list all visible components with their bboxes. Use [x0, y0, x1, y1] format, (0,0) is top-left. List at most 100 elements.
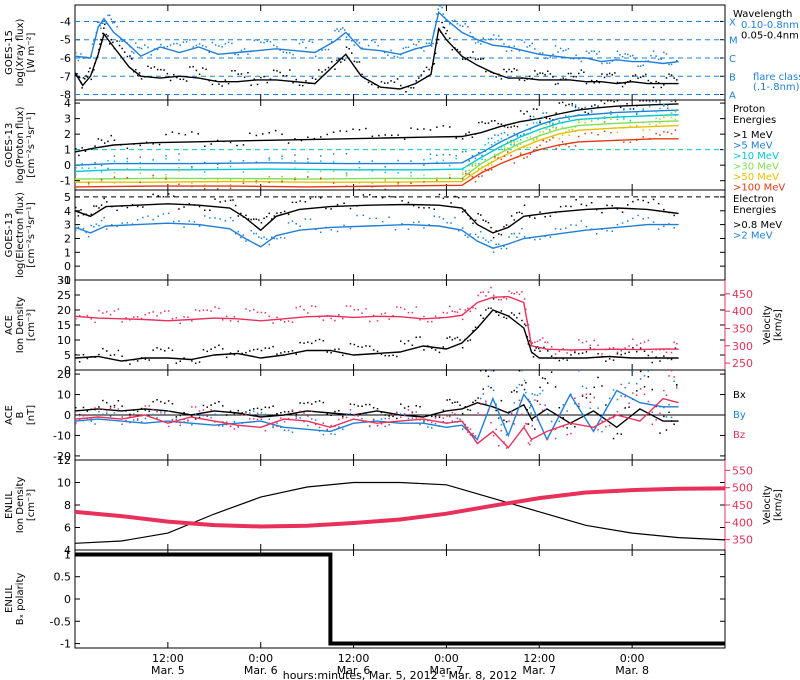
data-point: [369, 217, 371, 220]
data-point: [173, 195, 175, 197]
y-tick-label: -8: [60, 89, 71, 102]
data-point: [90, 78, 92, 81]
data-point: [218, 45, 220, 47]
data-point: [75, 406, 77, 409]
data-point: [589, 401, 592, 403]
data-point: [472, 329, 474, 332]
data-point: [474, 326, 477, 328]
data-point: [539, 121, 541, 124]
data-point: [156, 417, 158, 419]
data-point: [111, 224, 113, 226]
data-point: [663, 51, 665, 54]
x-tick-day: Mar. 6: [337, 664, 371, 677]
data-point: [436, 177, 438, 179]
data-point: [446, 399, 448, 401]
data-point: [467, 408, 469, 411]
data-point: [526, 335, 528, 338]
data-point: [320, 176, 322, 179]
data-point: [352, 128, 354, 130]
data-point: [106, 401, 108, 404]
data-point: [578, 403, 580, 405]
data-point: [384, 166, 386, 168]
data-point: [451, 339, 454, 341]
data-point: [510, 142, 512, 144]
data-point: [438, 415, 441, 418]
y-axis-label: log(Electron flux): [15, 192, 26, 278]
data-point: [516, 413, 518, 415]
data-point: [152, 413, 154, 416]
data-point: [485, 220, 487, 222]
data-point: [562, 77, 564, 79]
data-point: [338, 30, 340, 32]
data-point: [451, 20, 454, 22]
data-point: [639, 342, 642, 345]
data-point: [541, 52, 544, 54]
data-point: [104, 23, 106, 26]
data-point: [494, 120, 496, 122]
data-point: [218, 414, 220, 416]
data-point: [160, 312, 162, 314]
data-point: [659, 349, 661, 351]
data-point: [280, 211, 282, 214]
legend-entry: >10 MeV: [733, 151, 779, 162]
data-point: [526, 110, 528, 113]
data-point: [234, 70, 236, 72]
data-point: [637, 77, 639, 79]
y2-axis-label: Velocity: [762, 485, 773, 524]
data-point: [456, 336, 459, 339]
data-point: [441, 21, 443, 24]
data-point: [580, 203, 583, 206]
data-point: [198, 43, 201, 45]
data-point: [136, 410, 139, 413]
data-point: [480, 403, 482, 405]
data-point: [110, 38, 112, 41]
data-point: [150, 67, 152, 69]
data-point: [570, 432, 572, 435]
data-point: [647, 339, 650, 342]
data-point: [562, 404, 564, 406]
data-point: [211, 83, 214, 86]
data-point: [403, 414, 406, 417]
data-point: [584, 132, 586, 135]
data-point: [603, 60, 606, 62]
data-point: [256, 348, 259, 350]
data-point: [98, 48, 100, 51]
data-point: [603, 102, 606, 105]
data-point: [121, 405, 123, 407]
data-point: [144, 417, 147, 420]
data-point: [121, 205, 123, 207]
data-point: [667, 104, 669, 107]
data-point: [568, 146, 570, 148]
data-point: [434, 415, 437, 418]
data-point: [530, 440, 532, 442]
y-tick-label: 15: [57, 319, 71, 332]
data-point: [210, 348, 212, 350]
data-point: [667, 107, 669, 109]
data-point: [206, 406, 208, 408]
data-point: [82, 406, 85, 409]
y-tick-label: 3: [64, 113, 71, 126]
data-point: [459, 404, 461, 406]
data-point: [322, 422, 325, 424]
data-point: [527, 343, 530, 345]
data-point: [423, 128, 425, 130]
data-point: [222, 425, 224, 427]
data-point: [216, 188, 219, 190]
y-axis-label: log(Proton flux): [15, 106, 26, 183]
data-point: [299, 225, 301, 228]
data-point: [311, 77, 314, 79]
y-tick-label: 0.5: [54, 571, 72, 584]
data-point: [487, 70, 490, 72]
data-point: [216, 178, 219, 181]
data-point: [642, 64, 644, 66]
y2-tick-label: 550: [732, 464, 753, 477]
data-point: [126, 42, 129, 44]
data-point: [614, 72, 616, 74]
data-point: [585, 387, 588, 389]
data-point: [280, 319, 282, 321]
data-point: [513, 423, 515, 425]
data-point: [253, 410, 255, 413]
data-point: [518, 50, 521, 52]
y-axis-label: [cm⁻²s⁻¹sr⁻¹]: [26, 202, 37, 268]
data-point: [113, 160, 116, 162]
